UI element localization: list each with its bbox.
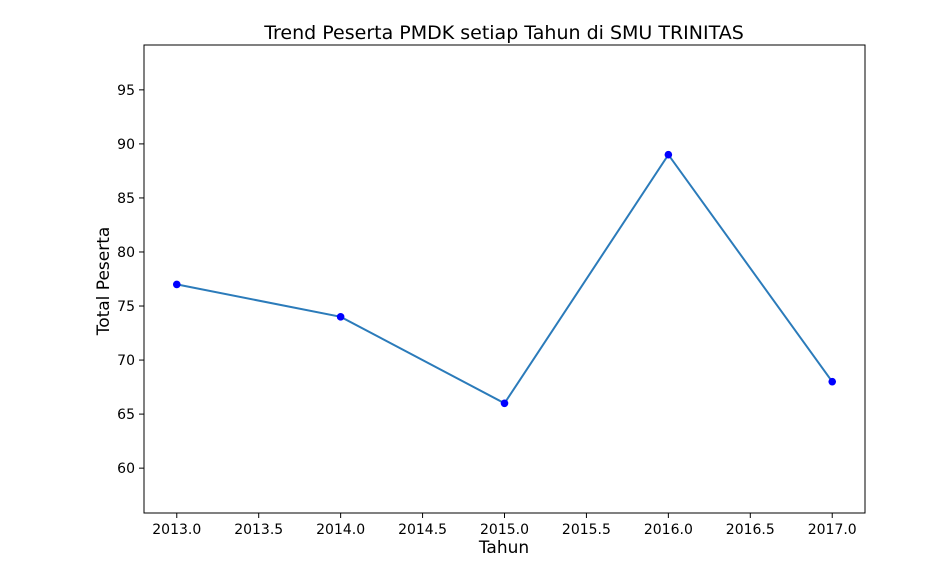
data-point (172, 280, 181, 289)
y-tick-label: 65 (117, 407, 135, 423)
x-tick-label: 2017.0 (808, 522, 857, 538)
data-point (500, 399, 509, 408)
series-line (176, 152, 834, 405)
y-tick-label: 80 (117, 245, 135, 261)
x-axis-title: Tahun (478, 538, 529, 558)
x-tick-label: 2015.0 (480, 522, 529, 538)
data-point (828, 377, 837, 386)
x-tick-label: 2014.0 (316, 522, 365, 538)
x-tick-label: 2014.5 (398, 522, 447, 538)
ticks-layer: 2013.0 2013.5 2014.0 2014.5 2015.0 2015.5 2016… (117, 83, 857, 538)
y-tick-label: 95 (117, 83, 135, 99)
y-axis-title: Total Peserta (94, 227, 114, 337)
plot-frame (143, 44, 866, 514)
data-point (336, 313, 345, 321)
x-tick-label: 2013.5 (234, 522, 283, 538)
x-tick-label: 2016.0 (644, 522, 693, 538)
y-tick-label: 75 (117, 299, 135, 315)
y-tick-label: 90 (117, 137, 135, 153)
y-tick-label: 85 (117, 191, 135, 207)
y-tick-label: 70 (117, 353, 135, 369)
series-layer (172, 150, 837, 408)
x-tick-label: 2015.5 (562, 522, 611, 538)
data-point (664, 150, 673, 159)
y-tick-label: 60 (117, 461, 135, 477)
x-tick-label: 2013.0 (152, 522, 201, 538)
x-tick-label: 2016.5 (726, 522, 775, 538)
chart-title: Trend Peserta PMDK setiap Tahun di SMU T… (263, 22, 744, 44)
